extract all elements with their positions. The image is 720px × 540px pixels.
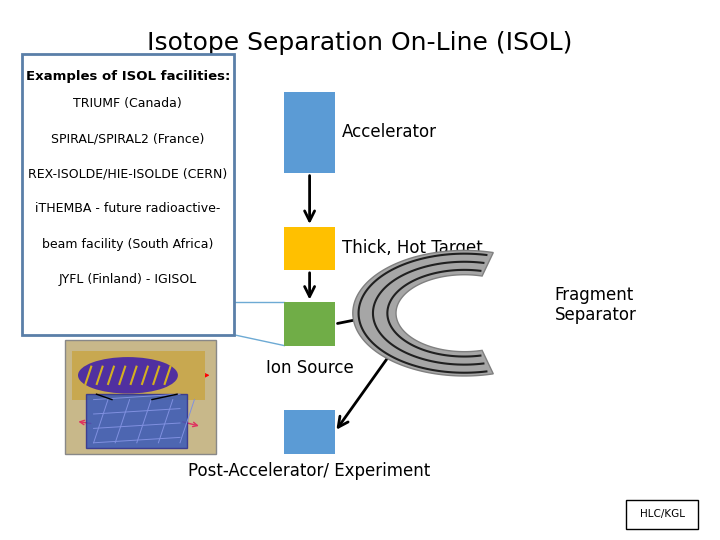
Bar	[284, 92, 335, 173]
Bar	[284, 227, 335, 270]
Text: TRIUMF (Canada): TRIUMF (Canada)	[73, 97, 182, 110]
Text: Fragment
Separator: Fragment Separator	[554, 286, 636, 325]
Text: iTHEMBA - future radioactive-: iTHEMBA - future radioactive-	[35, 202, 220, 215]
Text: SPIRAL/SPIRAL2 (France): SPIRAL/SPIRAL2 (France)	[51, 132, 204, 145]
Bar	[284, 302, 335, 346]
Text: Post-Accelerator/ Experiment: Post-Accelerator/ Experiment	[189, 462, 431, 480]
Text: Thick, Hot Target: Thick, Hot Target	[342, 239, 482, 258]
Bar	[626, 500, 698, 529]
Text: Accelerator: Accelerator	[342, 123, 437, 141]
Bar	[65, 340, 216, 454]
Text: Ion Source: Ion Source	[266, 359, 354, 377]
Bar	[22, 54, 234, 335]
Ellipse shape	[78, 357, 178, 394]
Bar	[86, 394, 187, 448]
Bar	[284, 410, 335, 454]
Text: HLC/KGL: HLC/KGL	[640, 509, 685, 519]
Text: REX-ISOLDE/HIE-ISOLDE (CERN): REX-ISOLDE/HIE-ISOLDE (CERN)	[28, 167, 228, 180]
Text: Isotope Separation On-Line (ISOL): Isotope Separation On-Line (ISOL)	[148, 31, 572, 55]
Text: Examples of ISOL facilities:: Examples of ISOL facilities:	[26, 70, 230, 83]
Bar	[72, 351, 205, 400]
Text: JYFL (Finland) - IGISOL: JYFL (Finland) - IGISOL	[58, 273, 197, 286]
Text: beam facility (South Africa): beam facility (South Africa)	[42, 238, 214, 251]
Polygon shape	[353, 251, 493, 376]
